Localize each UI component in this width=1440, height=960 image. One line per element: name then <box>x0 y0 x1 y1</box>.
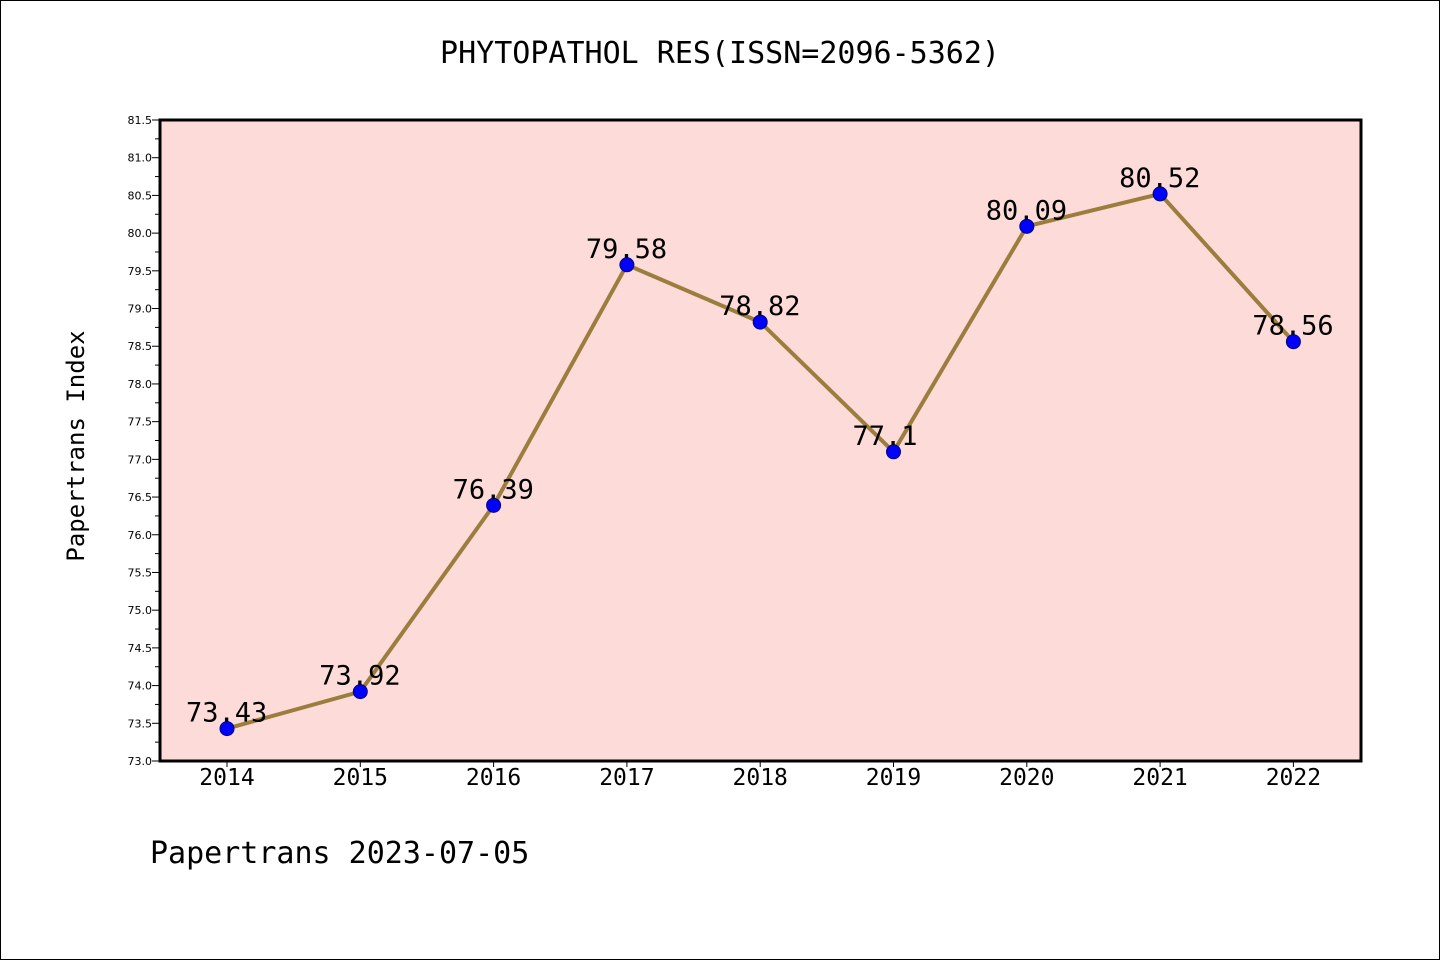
data-label: 73.43 <box>186 698 267 729</box>
data-label: 79.58 <box>586 234 667 265</box>
y-tick-label: 77.5 <box>128 416 153 429</box>
x-tick-label: 2020 <box>999 765 1054 791</box>
data-points <box>219 186 1301 737</box>
x-axis-ticks: 2014 2015 2016 2017 2018 2019 2020 2021 2022 <box>199 761 1321 791</box>
data-labels: 73.43 73.92 76.39 79.58 78.82 77.1 80.09 80.52 7… <box>186 163 1334 729</box>
data-point <box>219 721 235 737</box>
y-tick-label: 77.0 <box>128 453 153 466</box>
y-tick-label: 73.0 <box>128 755 153 768</box>
footer-text: Papertrans 2023-07-05 <box>150 836 530 871</box>
x-tick-label: 2022 <box>1266 765 1321 791</box>
y-tick-label: 79.5 <box>128 265 153 278</box>
y-tick-label: 80.5 <box>128 189 153 202</box>
plot-area <box>160 120 1361 761</box>
y-tick-label: 81.0 <box>128 152 153 165</box>
data-label: 80.09 <box>986 195 1067 226</box>
data-point <box>486 497 502 513</box>
y-tick-label: 74.5 <box>128 642 153 655</box>
y-tick-label: 73.5 <box>128 717 153 730</box>
y-tick-label: 80.0 <box>128 227 153 240</box>
x-tick-label: 2017 <box>599 765 654 791</box>
data-point <box>1285 334 1301 350</box>
y-tick-label: 78.5 <box>128 340 153 353</box>
y-tick-label: 74.0 <box>128 680 153 693</box>
data-label: 73.92 <box>319 661 400 692</box>
data-label: 77.1 <box>853 421 918 452</box>
x-tick-label: 2019 <box>866 765 921 791</box>
data-label: 80.52 <box>1119 163 1200 194</box>
y-tick-label: 79.0 <box>128 303 153 316</box>
data-point <box>1152 186 1168 202</box>
y-axis-ticks: 73.0 73.5 74.0 74.5 75.0 75.5 76.0 76.5 77.0 77.5… <box>128 114 160 768</box>
data-point <box>352 684 368 700</box>
x-tick-label: 2016 <box>466 765 521 791</box>
data-point <box>886 444 901 460</box>
plot-border <box>158 118 1363 763</box>
x-tick-label: 2021 <box>1132 765 1187 791</box>
data-point <box>752 314 768 330</box>
data-label: 76.39 <box>453 474 534 505</box>
data-point <box>1019 218 1035 234</box>
data-label: 78.56 <box>1252 311 1333 342</box>
data-label: 78.82 <box>719 291 800 322</box>
y-tick-label: 81.5 <box>128 114 153 127</box>
chart-title: PHYTOPATHOL RES(ISSN=2096-5362) <box>440 36 1000 71</box>
y-tick-label: 76.0 <box>128 529 153 542</box>
x-tick-label: 2018 <box>733 765 788 791</box>
y-tick-label: 78.0 <box>128 378 153 391</box>
y-tick-label: 76.5 <box>128 491 153 504</box>
x-tick-label: 2015 <box>333 765 388 791</box>
y-tick-label: 75.0 <box>128 604 153 617</box>
x-tick-label: 2014 <box>199 765 254 791</box>
data-point <box>619 257 635 273</box>
y-tick-label: 75.5 <box>128 566 153 579</box>
